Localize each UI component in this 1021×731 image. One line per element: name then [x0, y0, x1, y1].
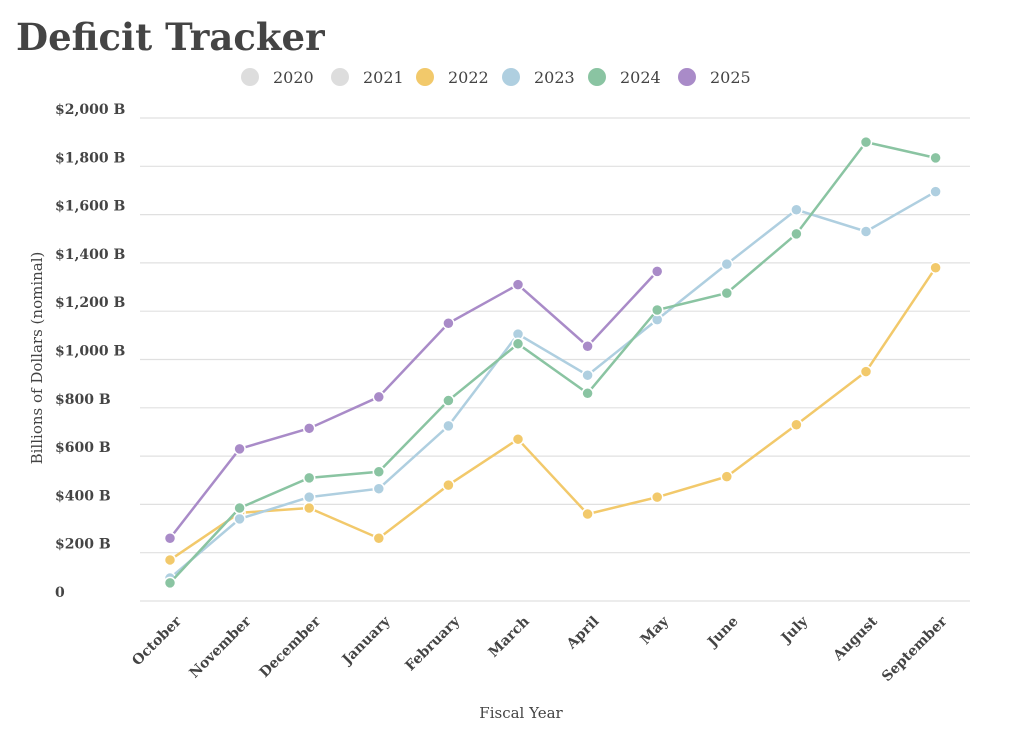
series-line-2022 [169, 267, 937, 561]
data-point-2024-july[interactable] [790, 227, 803, 241]
y-tick-label: $600 B [55, 440, 111, 456]
data-point-2024-october[interactable] [163, 576, 177, 590]
series-2025 [163, 265, 664, 545]
data-point-2022-february[interactable] [442, 478, 455, 492]
series-line-2024 [169, 140, 936, 584]
x-tick-label: April [563, 614, 602, 653]
data-point-2025-march[interactable] [511, 278, 525, 291]
data-point-2022-january[interactable] [372, 531, 386, 545]
x-tick-label: January [338, 613, 394, 669]
data-point-2024-september[interactable] [929, 151, 942, 165]
data-point-2023-august[interactable] [859, 225, 873, 238]
y-tick-label: $2,000 B [55, 102, 125, 118]
legend-label: 2020 [273, 68, 314, 87]
legend-label: 2025 [710, 68, 751, 87]
data-point-2024-may[interactable] [650, 303, 664, 317]
gridlines [140, 117, 970, 602]
y-tick-label: $1,800 B [55, 150, 125, 166]
data-point-2025-december[interactable] [302, 422, 316, 435]
legend-label: 2021 [363, 68, 404, 87]
legend-swatch [502, 68, 520, 86]
data-point-2025-april[interactable] [581, 339, 594, 353]
y-tick-label: $1,000 B [55, 344, 125, 360]
data-point-2024-january[interactable] [372, 465, 386, 479]
series-group [163, 135, 942, 590]
data-point-2024-december[interactable] [302, 471, 316, 485]
data-point-2023-september[interactable] [929, 185, 942, 198]
data-point-2024-february[interactable] [442, 394, 455, 407]
legend-swatch [588, 68, 606, 86]
data-point-2025-october[interactable] [163, 531, 177, 545]
legend-swatch [241, 68, 259, 86]
x-tick-label: February [402, 613, 463, 674]
x-tick-label: May [638, 613, 673, 648]
data-point-2022-october[interactable] [163, 553, 177, 567]
legend-item-2020[interactable]: 2020 [241, 68, 314, 87]
x-tick-label: December [257, 613, 325, 681]
data-point-2022-april[interactable] [581, 507, 594, 521]
x-tick-label: March [486, 614, 533, 661]
data-point-2024-august[interactable] [859, 135, 873, 149]
legend-swatch [678, 68, 696, 86]
data-point-2022-july[interactable] [790, 418, 803, 431]
data-point-2024-june[interactable] [720, 286, 734, 300]
legend-label: 2023 [534, 68, 575, 87]
y-tick-label: $1,400 B [55, 247, 125, 263]
legend-item-2021[interactable]: 2021 [331, 68, 404, 87]
y-tick-label: $1,200 B [55, 295, 125, 311]
x-tick-label: October [129, 613, 185, 669]
data-point-2023-june[interactable] [720, 257, 734, 271]
data-point-2022-august[interactable] [859, 365, 873, 378]
legend-label: 2024 [620, 68, 661, 87]
legend-swatch [331, 68, 349, 86]
legend: 2020 2021 2022 2023 2024 2025 [241, 68, 751, 87]
x-tick-label: November [187, 613, 255, 681]
data-point-2025-may[interactable] [650, 265, 664, 278]
data-point-2022-september[interactable] [929, 261, 942, 274]
x-tick-label: September [879, 613, 951, 685]
data-point-2023-february[interactable] [442, 419, 455, 433]
series-2023 [163, 185, 942, 585]
legend-swatch [416, 68, 434, 86]
data-point-2022-june[interactable] [720, 470, 734, 483]
series-line-2025 [169, 270, 659, 539]
y-axis-ticks: 0 $200 B $400 B $600 B $800 B $1,000 B $1,200 … [55, 102, 125, 601]
y-axis-label: Billions of Dollars (nominal) [28, 252, 46, 465]
x-axis-label: Fiscal Year [479, 704, 563, 722]
data-point-2023-july[interactable] [790, 203, 803, 217]
legend-item-2024[interactable]: 2024 [588, 68, 661, 87]
data-point-2023-april[interactable] [581, 368, 594, 382]
legend-label: 2022 [448, 68, 489, 87]
y-tick-label: $1,600 B [55, 199, 125, 215]
x-tick-label: July [777, 613, 812, 648]
data-point-2022-march[interactable] [511, 432, 525, 446]
data-point-2024-march[interactable] [511, 337, 525, 351]
x-tick-label: June [704, 613, 742, 651]
series-2024 [163, 135, 942, 590]
data-point-2025-november[interactable] [233, 442, 246, 456]
series-2022 [163, 261, 942, 567]
data-point-2023-january[interactable] [372, 482, 386, 495]
y-tick-label: 0 [55, 585, 65, 601]
data-point-2022-december[interactable] [302, 501, 316, 515]
x-axis-ticks: October November December January February Ma… [129, 613, 951, 685]
data-point-2025-january[interactable] [372, 390, 386, 404]
data-point-2022-may[interactable] [650, 490, 664, 504]
data-point-2024-november[interactable] [233, 501, 246, 515]
y-tick-label: $400 B [55, 488, 111, 504]
legend-item-2025[interactable]: 2025 [678, 68, 751, 87]
y-tick-label: $800 B [55, 392, 111, 408]
series-line-2023 [169, 190, 937, 580]
data-point-2025-february[interactable] [442, 317, 455, 330]
chart-title: Deficit Tracker [16, 15, 325, 59]
data-point-2023-november[interactable] [233, 512, 246, 526]
data-point-2023-december[interactable] [302, 490, 316, 504]
legend-item-2023[interactable]: 2023 [502, 68, 575, 87]
x-tick-label: August [830, 613, 882, 665]
data-point-2024-april[interactable] [581, 387, 594, 400]
y-tick-label: $200 B [55, 537, 111, 553]
legend-item-2022[interactable]: 2022 [416, 68, 489, 87]
